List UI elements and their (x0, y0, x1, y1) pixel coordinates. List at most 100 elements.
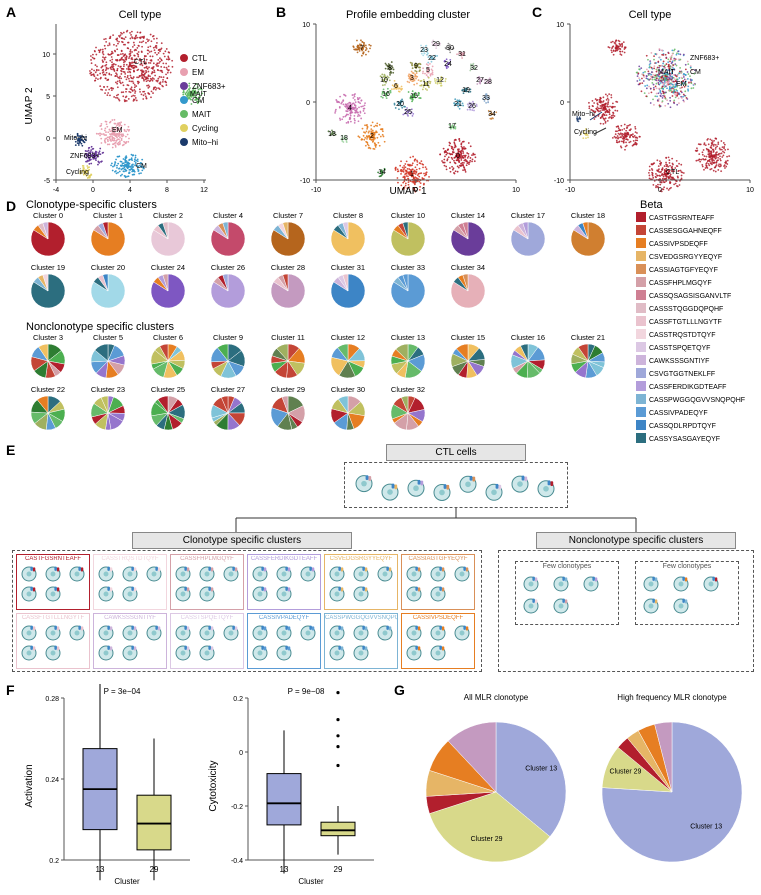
svg-text:15: 15 (410, 93, 418, 100)
d-beta-title: Beta (640, 199, 663, 211)
panel-f-right: -0.4-0.200.2CytotoxicityP = 9e−081329Clu… (206, 684, 386, 888)
svg-text:10: 10 (42, 52, 50, 59)
svg-text:7: 7 (360, 45, 364, 52)
panel-g-left: All MLR clonotypeCluster 13Cluster 29 (408, 688, 584, 888)
panel-c-title: Cell type (629, 9, 672, 21)
svg-text:10: 10 (512, 187, 520, 194)
svg-text:30: 30 (446, 45, 454, 52)
svg-text:0: 0 (456, 153, 460, 160)
panel-b-umap: Profile embedding cluster 01234567891011… (288, 6, 528, 196)
svg-text:5: 5 (46, 94, 50, 101)
svg-text:13: 13 (328, 131, 336, 138)
svg-text:MAIT: MAIT (658, 69, 675, 76)
svg-text:19: 19 (462, 87, 470, 94)
svg-text:CASTFGSRNTEAFF: CASTFGSRNTEAFF (649, 215, 714, 222)
svg-text:13: 13 (96, 865, 105, 874)
svg-text:Cluster 29: Cluster 29 (610, 769, 642, 776)
e-group2-box: Few clonotypes Few clonotypes (498, 550, 754, 672)
panel-label-b: B (276, 4, 286, 20)
svg-text:CASSYSASGAYEQYF: CASSYSASGAYEQYF (649, 436, 720, 443)
svg-text:16: 16 (382, 91, 390, 98)
svg-text:CTL: CTL (192, 54, 208, 63)
svg-text:CM: CM (192, 96, 205, 105)
svg-text:Activation: Activation (24, 764, 35, 807)
svg-text:Cycling: Cycling (66, 169, 89, 176)
svg-text:EM: EM (192, 68, 204, 77)
svg-text:Cytotoxicity: Cytotoxicity (208, 760, 219, 811)
e-ctl-title: CTL cells (386, 444, 526, 461)
svg-text:23: 23 (420, 47, 428, 54)
svg-text:33: 33 (482, 95, 490, 102)
svg-text:14: 14 (378, 169, 386, 176)
svg-text:0: 0 (239, 750, 243, 757)
svg-text:27: 27 (476, 77, 484, 84)
svg-text:0.2: 0.2 (233, 696, 243, 703)
panel-label-d: D (6, 198, 16, 214)
svg-text:ZNF683+: ZNF683+ (192, 82, 226, 91)
panel-a-legend: CTLEMZNF683+CMMAITCyclingMito−hi (178, 50, 268, 170)
svg-text:CM: CM (136, 163, 147, 170)
svg-text:P = 9e−08: P = 9e−08 (288, 687, 325, 696)
svg-text:22: 22 (428, 55, 436, 62)
svg-text:CASSIVPSDEQFF: CASSIVPSDEQFF (649, 241, 708, 248)
svg-text:EM: EM (676, 81, 687, 88)
panel-g-right: High frequency MLR clonotype Cluster 13 Cl… (584, 688, 760, 888)
svg-text:4: 4 (348, 105, 352, 112)
svg-text:High frequency MLR clonotype: High frequency MLR clonotype (617, 693, 727, 702)
svg-text:32: 32 (470, 65, 478, 72)
svg-text:0.28: 0.28 (45, 696, 59, 703)
svg-text:Cluster 13: Cluster 13 (690, 823, 722, 830)
e-group1-title: Clonotype specific clusters (132, 532, 352, 549)
d-beta-legend: CASTFGSRNTEAFF CASSESGGAHNEQFF CASSIVPSDEQ… (636, 212, 760, 446)
svg-text:CASSFTGTLLLNGYTF: CASSFTGTLLLNGYTF (649, 319, 722, 326)
svg-text:-5: -5 (44, 178, 50, 185)
svg-text:-10: -10 (311, 187, 321, 194)
svg-text:Mito−hi: Mito−hi (572, 111, 595, 118)
svg-text:10: 10 (380, 77, 388, 84)
svg-text:0.24: 0.24 (45, 777, 59, 784)
svg-text:12: 12 (200, 187, 208, 194)
svg-text:CTL: CTL (134, 59, 147, 66)
svg-text:2: 2 (370, 133, 374, 140)
panel-b-title: Profile embedding cluster (346, 9, 470, 21)
svg-text:CASSIVPADEQYF: CASSIVPADEQYF (649, 410, 708, 417)
svg-text:0: 0 (658, 187, 662, 194)
svg-text:8: 8 (388, 65, 392, 72)
svg-text:MAIT: MAIT (192, 110, 211, 119)
svg-text:13: 13 (280, 865, 289, 874)
svg-text:CASSTRQSTDTQYF: CASSTRQSTDTQYF (649, 332, 716, 339)
panel-label-f: F (6, 682, 15, 698)
d-clono-pies: Cluster 0Cluster 1Cluster 2Cluster 4Clus… (18, 210, 628, 316)
svg-text:CASSQDLRPDTQYF: CASSQDLRPDTQYF (649, 423, 716, 430)
svg-text:Cluster 13: Cluster 13 (525, 766, 557, 773)
svg-text:25: 25 (404, 109, 412, 116)
svg-text:12: 12 (436, 77, 444, 84)
panel-a-yaxis: UMAP 2 (24, 87, 35, 124)
panel-a-title: Cell type (119, 9, 162, 21)
svg-text:P = 3e−04: P = 3e−04 (104, 687, 141, 696)
svg-text:Cluster: Cluster (114, 877, 140, 886)
d-nonclono-pies: Cluster 3Cluster 5Cluster 6Cluster 9Clus… (18, 332, 628, 438)
svg-text:CASSTSPQETQYF: CASSTSPQETQYF (649, 345, 710, 352)
svg-text:20: 20 (396, 101, 404, 108)
e-few-2: Few clonotypes (635, 561, 739, 625)
svg-text:0.2: 0.2 (49, 858, 59, 865)
svg-text:31: 31 (458, 51, 466, 58)
svg-text:0: 0 (560, 100, 564, 107)
svg-text:Mito−hi: Mito−hi (192, 138, 218, 147)
svg-text:CASSFHPLMGQYF: CASSFHPLMGQYF (649, 280, 712, 287)
svg-text:10: 10 (556, 22, 564, 29)
panel-f-left: 0.20.240.28ActivationP = 3e−041329Cluste… (22, 684, 202, 888)
svg-text:-10: -10 (300, 178, 310, 185)
svg-text:CASSESGGAHNEQFF: CASSESGGAHNEQFF (649, 228, 722, 235)
svg-text:10: 10 (302, 22, 310, 29)
svg-text:26: 26 (468, 103, 476, 110)
svg-text:CASSQSAGSISGANVLTF: CASSQSAGSISGANVLTF (649, 293, 731, 300)
e-group2-title: Nonclonotype specific clusters (536, 532, 736, 549)
svg-text:Cluster: Cluster (298, 877, 324, 886)
svg-text:CASSPWGGQGVVSNQPQHF: CASSPWGGQGVVSNQPQHF (649, 397, 745, 404)
svg-text:9: 9 (414, 63, 418, 70)
svg-text:-10: -10 (565, 187, 575, 194)
svg-text:CASSSTQGGDQPQHF: CASSSTQGGDQPQHF (649, 306, 723, 313)
svg-text:-10: -10 (554, 178, 564, 185)
